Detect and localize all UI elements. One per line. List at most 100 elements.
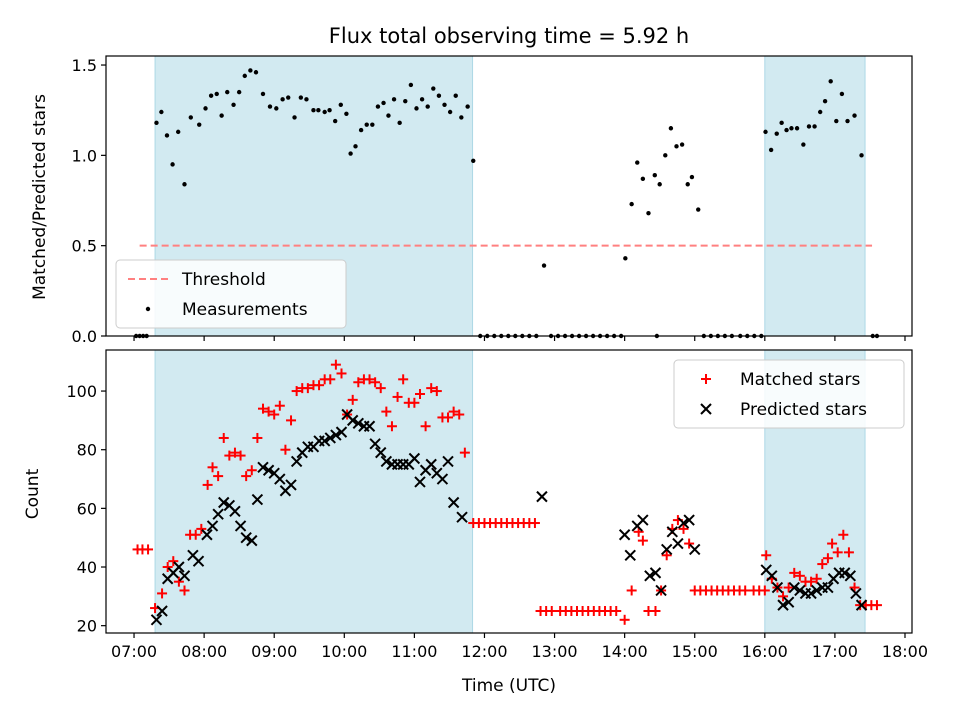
data-point (229, 505, 241, 518)
data-point (431, 86, 436, 91)
data-point (822, 98, 828, 104)
data-point (280, 444, 291, 455)
data-point (817, 559, 828, 570)
data-point (324, 432, 336, 444)
data-point (381, 406, 392, 417)
data-point (834, 118, 839, 124)
data-point (363, 420, 376, 432)
y-tick-label: 20 (77, 617, 97, 636)
data-point (442, 455, 454, 468)
data-point (431, 386, 442, 397)
series-layer (132, 359, 882, 626)
x-tick-label: 17:00 (812, 642, 858, 661)
data-point (779, 120, 784, 126)
x-tick-label: 16:00 (742, 642, 788, 661)
x-tick-label: 08:00 (181, 642, 227, 661)
data-point (375, 446, 387, 459)
data-point (784, 127, 789, 133)
data-point (832, 547, 843, 558)
data-point (330, 429, 342, 441)
data-point (414, 388, 425, 399)
data-point (241, 471, 252, 482)
data-point (414, 476, 426, 488)
data-point (618, 529, 631, 541)
data-point (286, 95, 291, 100)
legend-label: Measurements (182, 300, 308, 320)
data-point (408, 82, 414, 88)
data-point (173, 576, 184, 587)
data-point (672, 537, 684, 550)
data-point (425, 458, 437, 471)
data-point (380, 455, 393, 468)
data-point (214, 91, 219, 97)
data-point (392, 391, 403, 402)
data-point (322, 109, 327, 115)
data-point (240, 531, 252, 544)
legend: Matched stars Predicted stars (673, 359, 905, 429)
data-point (459, 115, 464, 120)
data-point (778, 591, 789, 602)
data-point (290, 455, 303, 468)
data-point (162, 562, 173, 573)
data-point (157, 588, 168, 599)
legend-marker-icon (700, 403, 712, 415)
data-point (529, 518, 540, 529)
data-point (536, 490, 548, 503)
data-point (822, 581, 834, 594)
data-point (213, 471, 224, 482)
data-point (246, 534, 258, 547)
data-point (403, 98, 408, 104)
data-point (292, 115, 297, 120)
data-point (768, 147, 774, 153)
data-point (425, 104, 430, 109)
data-point (234, 520, 247, 532)
data-point (766, 570, 778, 582)
data-point (660, 543, 673, 556)
legend-label: Predicted stars (740, 400, 867, 420)
data-point (794, 570, 805, 581)
data-point (408, 452, 421, 465)
data-point (420, 421, 431, 432)
data-point (454, 409, 465, 420)
legend-marker-icon (701, 374, 711, 384)
data-point (386, 421, 397, 432)
counts-panel: 20 40 60 80 100 07:00 08:00 09:00 10:00 11:00 12:0… (66, 349, 928, 661)
x-tick-label: 11:00 (391, 642, 437, 661)
count-y-axis-label: Count (23, 468, 43, 519)
data-point (286, 415, 297, 426)
data-point (159, 109, 164, 115)
data-point (212, 508, 224, 520)
data-point (811, 573, 822, 584)
data-point (150, 614, 163, 626)
data-point (298, 95, 304, 100)
data-point (684, 538, 695, 549)
data-point (845, 118, 850, 124)
data-point (810, 584, 823, 597)
data-point (190, 529, 201, 540)
chart-title: Flux total observing time = 5.92 h (329, 24, 689, 48)
data-point (330, 359, 341, 370)
data-point (246, 465, 257, 476)
data-point (459, 447, 470, 458)
x-tick-label: 15:00 (672, 642, 718, 661)
series-predicted-stars (150, 408, 868, 626)
y-tick-label: 100 (66, 382, 97, 401)
data-point (352, 417, 365, 430)
data-point (164, 133, 170, 138)
data-point (655, 584, 667, 597)
data-point (844, 570, 857, 582)
data-point (689, 174, 695, 180)
data-point (678, 523, 689, 534)
plot-frame (105, 349, 913, 634)
data-point (801, 142, 806, 147)
data-point (663, 153, 668, 158)
x-tick-label: 13:00 (532, 642, 578, 661)
data-point (252, 432, 263, 443)
data-point (668, 126, 674, 131)
data-point (822, 553, 833, 564)
data-point (316, 107, 321, 113)
data-point (179, 585, 190, 596)
data-point (248, 68, 253, 73)
data-point (635, 160, 640, 165)
data-point (650, 606, 661, 617)
